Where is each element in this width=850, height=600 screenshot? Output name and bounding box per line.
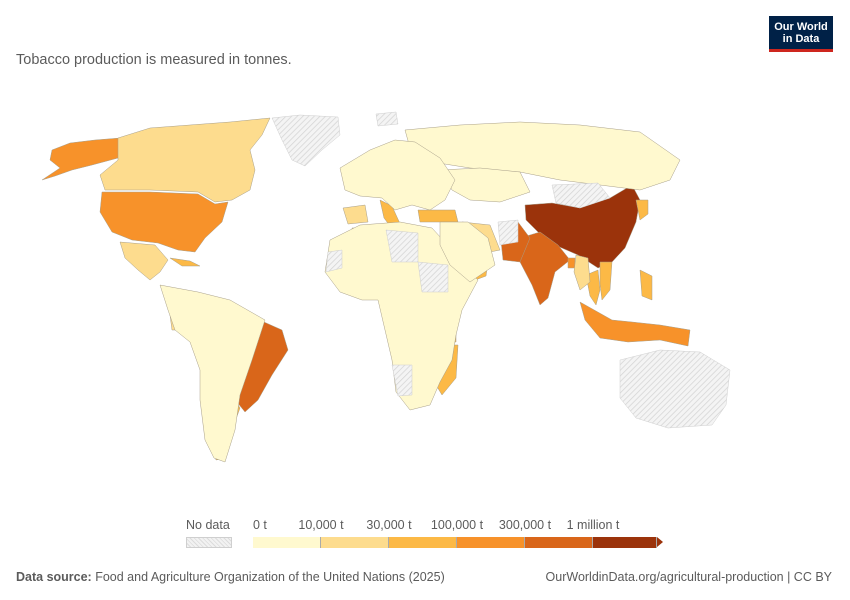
region-kazakhstan[interactable]	[439, 167, 531, 203]
region-indonesia[interactable]	[579, 301, 691, 347]
legend-label-1: 10,000 t	[298, 518, 344, 532]
region-western-sahara[interactable]	[325, 249, 343, 273]
legend-swatch-4[interactable]	[525, 537, 593, 548]
region-europe-other-[interactable]	[339, 139, 456, 211]
region-mongolia[interactable]	[551, 182, 611, 209]
legend-swatch-3[interactable]	[457, 537, 525, 548]
region-north-korea[interactable]	[635, 199, 649, 221]
region-middle-east-other-[interactable]	[439, 221, 496, 283]
legend-swatch-1[interactable]	[321, 537, 389, 548]
legend-no-data-label: No data	[186, 518, 230, 532]
color-legend: No data 0 t 10,000 t 30,000 t 100,000 t 300,…	[0, 515, 850, 555]
data-source: Data source: Food and Agriculture Organi…	[16, 570, 445, 584]
legend-label-4: 300,000 t	[498, 518, 552, 532]
region-canada[interactable]	[99, 117, 271, 203]
logo-line-2: in Data	[782, 32, 820, 45]
legend-label-0: 0 t	[253, 518, 267, 532]
region-russia[interactable]	[404, 121, 681, 191]
region-cuba[interactable]	[169, 257, 201, 267]
region-greenland[interactable]	[271, 114, 341, 167]
region-vietnam[interactable]	[599, 261, 613, 301]
region-turkey[interactable]	[417, 209, 459, 223]
region-mexico[interactable]	[119, 241, 169, 281]
region-namibia[interactable]	[391, 364, 413, 397]
legend-label-3: 100,000 t	[430, 518, 484, 532]
data-source-text[interactable]: Food and Agriculture Organization of the…	[95, 570, 445, 584]
region-spain[interactable]	[342, 204, 369, 225]
source-link[interactable]: OurWorldinData.org/agricultural-producti…	[545, 570, 832, 584]
legend-label-5: 1 million t	[566, 518, 620, 532]
region-sudan[interactable]	[417, 261, 449, 293]
region-afghanistan[interactable]	[497, 219, 519, 246]
legend-swatch-5[interactable]	[593, 537, 657, 548]
region-india[interactable]	[519, 231, 571, 306]
data-source-label: Data source:	[16, 570, 92, 584]
legend-arrow-tip	[657, 537, 663, 547]
owid-logo[interactable]: Our World in Data	[769, 16, 833, 52]
chart-subtitle: Tobacco production is measured in tonnes…	[16, 52, 292, 68]
logo-line-1: Our World	[774, 20, 828, 33]
legend-swatch-0[interactable]	[253, 537, 321, 548]
region-united-states[interactable]	[99, 191, 229, 253]
legend-swatch-2[interactable]	[389, 537, 457, 548]
region-philippines[interactable]	[639, 269, 653, 301]
region-south-america-other-[interactable]	[159, 284, 266, 463]
region-svalbard[interactable]	[375, 111, 399, 127]
region-alaska[interactable]	[41, 137, 121, 181]
region-australia[interactable]	[619, 349, 731, 429]
legend-no-data-swatch[interactable]	[186, 537, 232, 548]
region-myanmar[interactable]	[573, 254, 591, 291]
world-map[interactable]	[0, 95, 850, 495]
legend-label-2: 30,000 t	[366, 518, 412, 532]
region-bangladesh[interactable]	[567, 257, 576, 269]
